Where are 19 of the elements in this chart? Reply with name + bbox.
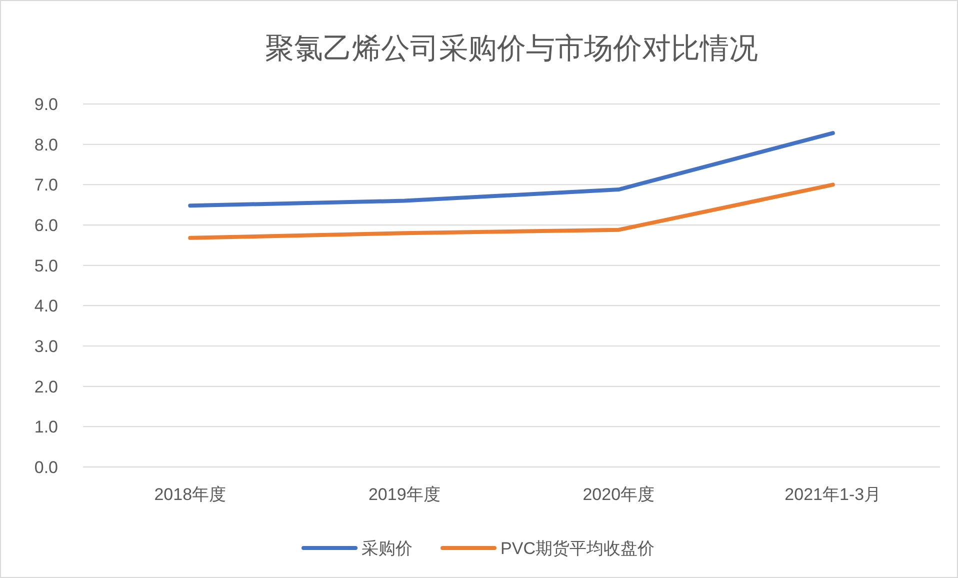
chart-title: 聚氯乙烯公司采购价与市场价对比情况 (265, 33, 758, 65)
y-tick-label: 4.0 (34, 296, 58, 316)
x-tick-label: 2021年1-3月 (784, 485, 882, 504)
y-tick-label: 2.0 (34, 377, 58, 396)
y-tick-label: 6.0 (34, 216, 58, 235)
line-series (188, 182, 835, 240)
x-tick-label: 2019年度 (368, 485, 440, 504)
x-tick-label: 2020年度 (582, 485, 655, 504)
y-tick-label: 9.0 (34, 95, 58, 114)
y-tick-label: 3.0 (34, 337, 58, 356)
y-tick-label: 5.0 (34, 256, 58, 276)
legend-label: PVC期货平均收盘价 (500, 539, 654, 558)
y-tick-label: 7.0 (34, 176, 58, 195)
line-series (188, 131, 835, 208)
y-tick-label: 8.0 (34, 135, 58, 154)
x-tick-label: 2018年度 (154, 485, 226, 504)
y-tick-label: 1.0 (34, 418, 58, 437)
legend-label: 采购价 (362, 539, 413, 558)
y-tick-label: 0.0 (34, 458, 58, 477)
